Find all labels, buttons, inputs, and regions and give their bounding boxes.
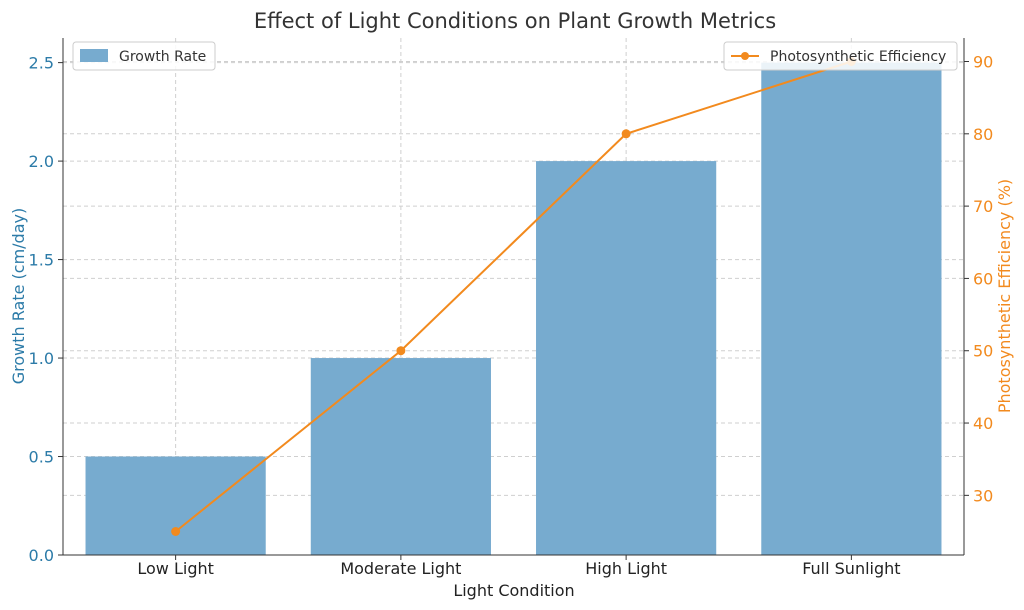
efficiency-point-low-light (171, 527, 181, 536)
efficiency-polyline (174, 60, 852, 533)
right-tick-label: 40 (973, 414, 993, 433)
bar-full-sunlight (761, 62, 942, 555)
right-tick-label: 60 (973, 269, 993, 288)
legend-label-growth-rate: Growth Rate (119, 49, 206, 65)
bar-low-light (85, 456, 266, 555)
legend-swatch-growth-rate (80, 49, 108, 62)
efficiency-point-high-light (621, 129, 631, 139)
x-tick-label: Full Sunlight (802, 559, 900, 578)
bar-high-light (536, 161, 717, 555)
right-tick-label: 70 (973, 197, 993, 216)
left-tick-label: 1.0 (29, 349, 54, 368)
efficiency-point-moderate-light (396, 346, 406, 356)
left-axis-ticks: 0.0 0.5 1.0 1.5 2.0 2.5 (29, 54, 63, 565)
left-tick-label: 1.5 (29, 251, 54, 270)
axes (62, 38, 965, 556)
efficiency-line (171, 57, 856, 536)
x-tick-label: Moderate Light (340, 559, 461, 578)
left-tick-label: 2.0 (29, 152, 54, 171)
chart-title: Effect of Light Conditions on Plant Grow… (254, 9, 776, 33)
bars (85, 62, 942, 555)
left-axis-label: Growth Rate (cm/day) (9, 208, 28, 384)
right-tick-label: 30 (973, 486, 993, 505)
bar-moderate-light (310, 358, 491, 555)
right-axis-label: Photosynthetic Efficiency (%) (995, 179, 1014, 413)
x-axis-ticks: Low Light Moderate Light High Light Full Su… (137, 555, 901, 578)
legend-right: Photosynthetic Efficiency (723, 41, 958, 71)
left-tick-label: 0.5 (29, 448, 54, 467)
left-tick-label: 0.0 (29, 546, 54, 565)
left-tick-label: 2.5 (29, 54, 54, 73)
right-tick-label: 80 (973, 125, 993, 144)
x-axis-label: Light Condition (453, 581, 574, 600)
legend-marker-efficiency (741, 52, 749, 60)
x-tick-label: High Light (585, 559, 667, 578)
right-tick-label: 50 (973, 342, 993, 361)
right-axis-ticks: 30 40 50 60 70 80 90 (964, 53, 993, 505)
legend-left: Growth Rate (72, 41, 216, 71)
x-tick-label: Low Light (137, 559, 214, 578)
right-tick-label: 90 (973, 53, 993, 72)
legend-label-efficiency: Photosynthetic Efficiency (770, 49, 946, 65)
